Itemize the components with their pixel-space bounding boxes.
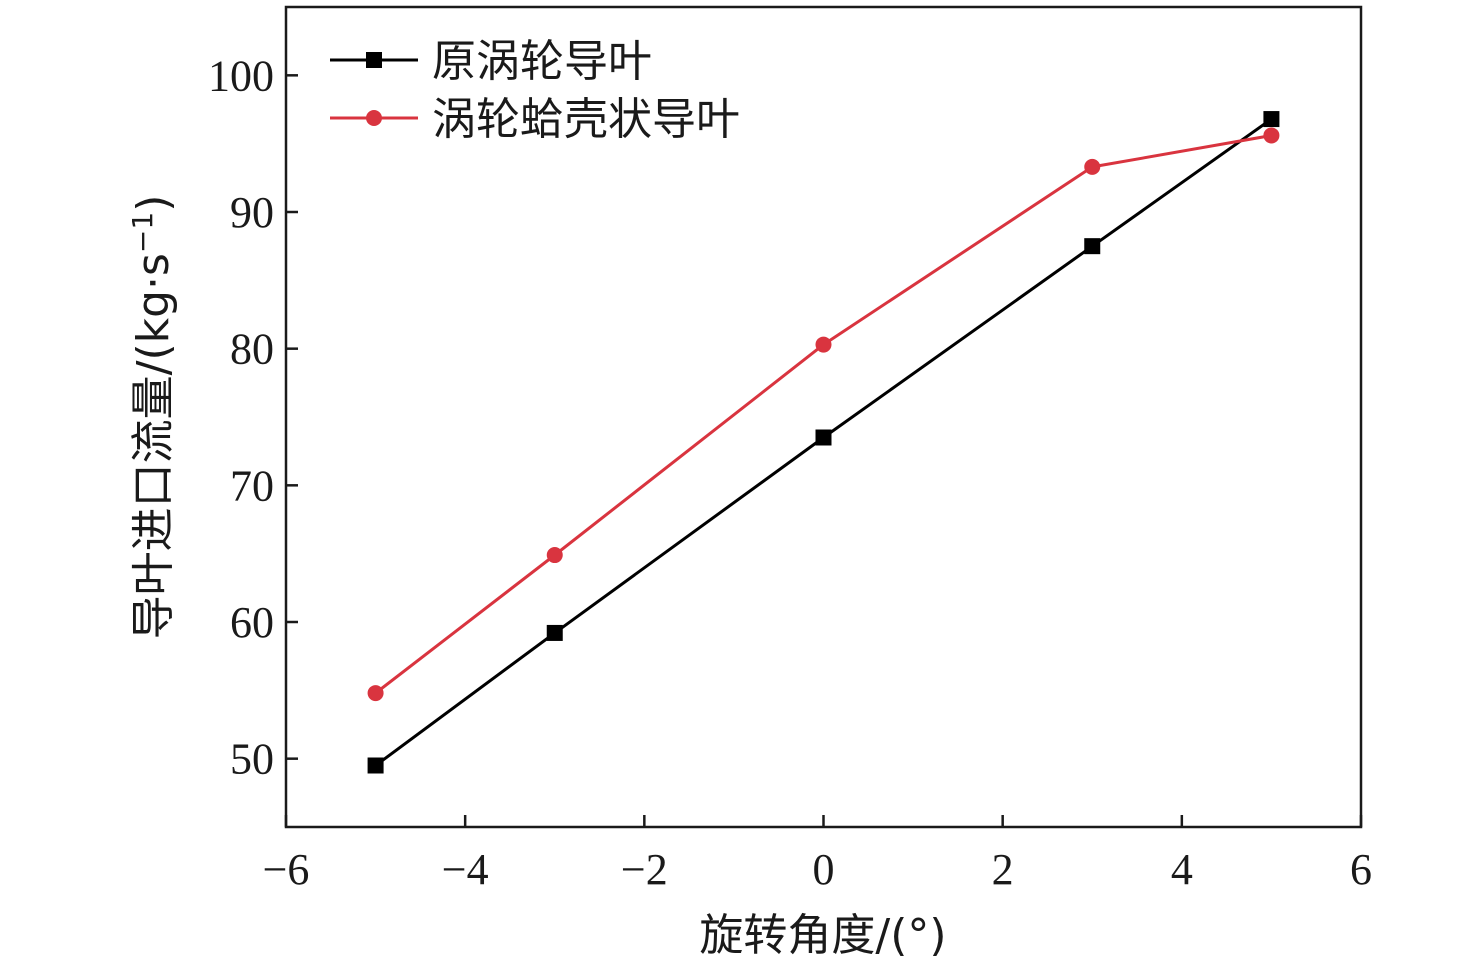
y-axis-ticks: 50 60 70 80 90 100 — [208, 51, 298, 784]
y-axis-label-main: 导叶进口流量/(kg·s — [128, 253, 179, 639]
y-tick-label: 100 — [208, 51, 274, 100]
series-line-2 — [374, 134, 1272, 695]
x-tick-label: 2 — [992, 845, 1014, 894]
data-point-series-1 — [815, 429, 832, 446]
data-point-series-2 — [815, 336, 832, 353]
y-axis-label: 导叶进口流量/(kg·s−1) — [126, 195, 179, 640]
data-point-series-1 — [1084, 238, 1101, 255]
data-point-series-1 — [546, 624, 563, 641]
legend-label-clamshell-vanes: 涡轮蛤壳状导叶 — [432, 94, 740, 145]
y-tick-label: 90 — [230, 188, 274, 237]
data-point-series-1 — [367, 757, 384, 774]
data-point-series-2 — [1263, 127, 1280, 144]
legend-label-original-vanes: 原涡轮导叶 — [432, 36, 652, 87]
x-tick-label: −2 — [621, 845, 668, 894]
data-point-series-2 — [1084, 158, 1101, 175]
x-tick-label: 4 — [1171, 845, 1193, 894]
y-axis-label-superscript: −1 — [126, 212, 159, 253]
x-axis-label: 旋转角度/(°) — [699, 910, 946, 961]
y-tick-label: 60 — [230, 598, 274, 647]
y-tick-label: 70 — [230, 461, 274, 510]
data-point-series-2 — [546, 547, 563, 564]
legend: 原涡轮导叶 涡轮蛤壳状导叶 — [330, 36, 740, 145]
series-layer — [367, 111, 1280, 774]
x-tick-label: 6 — [1350, 845, 1372, 894]
y-axis-label-close: ) — [128, 195, 179, 212]
x-tick-label: −4 — [442, 845, 489, 894]
legend-marker-original-vanes — [366, 52, 382, 68]
x-axis-ticks: −6 −4 −2 0 2 4 6 — [263, 815, 1372, 894]
x-tick-label: −6 — [263, 845, 310, 894]
x-tick-label: 0 — [813, 845, 835, 894]
data-point-series-2 — [367, 685, 384, 702]
data-point-series-1 — [1263, 111, 1280, 128]
y-tick-label: 80 — [230, 325, 274, 374]
legend-marker-clamshell-vanes — [366, 110, 382, 126]
y-tick-label: 50 — [230, 735, 274, 784]
